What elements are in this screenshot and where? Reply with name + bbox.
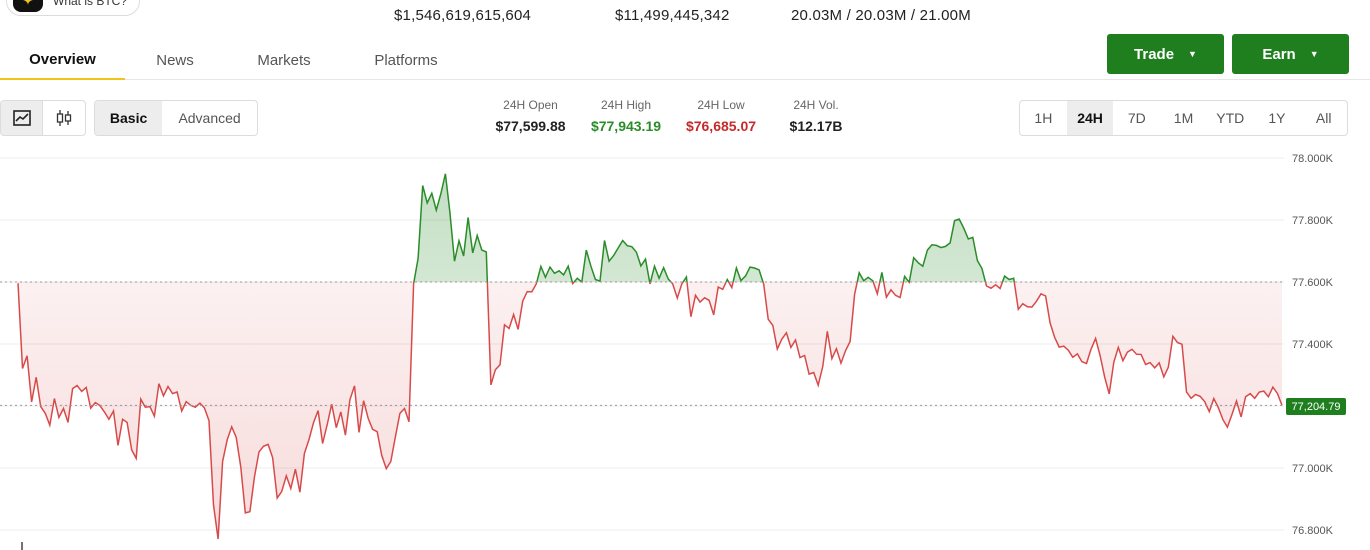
volume-value: $11,499,445,342 [615, 7, 730, 24]
open-label: 24H Open [503, 98, 558, 112]
trade-button[interactable]: Trade ▼ [1107, 34, 1224, 74]
candlestick-icon[interactable] [43, 101, 85, 135]
y-tick-label: 77.400K [1292, 339, 1334, 351]
mode-basic[interactable]: Basic [95, 101, 163, 135]
vol-label: 24H Vol. [793, 98, 839, 112]
caret-down-icon: ▼ [1309, 49, 1319, 59]
y-tick-label: 77.800K [1292, 215, 1334, 227]
high-label: 24H High [600, 98, 652, 112]
range-1m[interactable]: 1M [1173, 110, 1194, 126]
chip-label: What is BTC? [53, 0, 128, 8]
price-line-down [17, 282, 1283, 540]
y-tick-label: 77.600K [1292, 277, 1334, 289]
range-7d[interactable]: 7D [1127, 110, 1146, 126]
time-range-selector: 1H 24H 7D 1M YTD 1Y All [1019, 100, 1348, 136]
range-24h[interactable]: 24H [1066, 101, 1114, 135]
tab-markets[interactable]: Markets [257, 51, 311, 69]
area-below-open [18, 282, 1282, 539]
y-tick-label: 78.000K [1292, 153, 1334, 165]
earn-button-label: Earn [1262, 45, 1296, 63]
range-1h[interactable]: 1H [1034, 110, 1053, 126]
range-ytd[interactable]: YTD [1216, 110, 1245, 126]
overview-tabs: Overview News Markets Platforms [0, 40, 1370, 80]
high-value: $77,943.19 [590, 118, 662, 134]
caret-down-icon: ▼ [1188, 49, 1197, 59]
range-1y[interactable]: 1Y [1268, 110, 1286, 126]
range-all[interactable]: All [1315, 110, 1332, 126]
open-value: $77,599.88 [495, 118, 566, 134]
stat-low: 24H Low $76,685.07 [680, 98, 762, 134]
stat-high: 24H High $77,943.19 [585, 98, 667, 134]
stat-volume: 24H Vol. $12.17B [780, 98, 852, 134]
trade-button-label: Trade [1134, 45, 1175, 63]
market-cap-value: $1,546,619,615,604 [394, 7, 532, 24]
line-chart-icon[interactable] [1, 101, 44, 135]
stat-open: 24H Open $77,599.88 [488, 98, 573, 134]
area-above-open [18, 173, 1282, 283]
chart-type-toggle [0, 100, 86, 136]
sparkle-icon: ✦ [13, 0, 43, 12]
price-chart[interactable]: 78.000K77.800K77.600K77.400K77.200K77.00… [0, 140, 1370, 550]
low-value: $76,685.07 [685, 118, 757, 134]
tab-overview[interactable]: Overview [0, 40, 125, 80]
earn-button[interactable]: Earn ▼ [1232, 34, 1349, 74]
vol-value: $12.17B [789, 118, 843, 134]
current-price-tag: 77,204.79 [1286, 398, 1346, 415]
tab-platforms[interactable]: Platforms [374, 51, 438, 69]
y-tick-label: 77.000K [1292, 463, 1334, 475]
chart-mode-toggle: Basic Advanced [94, 100, 258, 136]
low-label: 24H Low [697, 98, 745, 112]
mode-advanced[interactable]: Advanced [178, 110, 241, 126]
supply-value: 20.03M / 20.03M / 21.00M [791, 7, 971, 24]
y-tick-label: 76.800K [1292, 525, 1334, 537]
tab-news[interactable]: News [156, 51, 194, 69]
what-is-btc-chip[interactable]: ✦ What is BTC? [6, 0, 141, 16]
